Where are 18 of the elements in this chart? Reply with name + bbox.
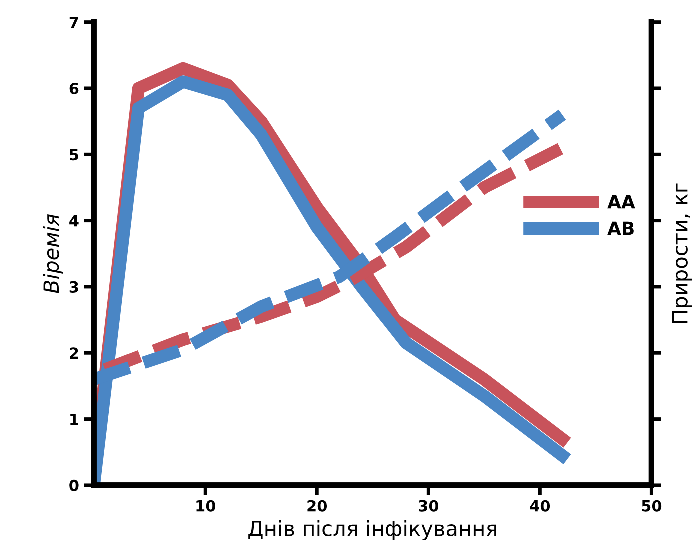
y-axis-title: Віремія xyxy=(43,214,64,294)
legend-label: AB xyxy=(608,222,634,236)
y-tick-label: 1 xyxy=(70,414,78,426)
y-tick-label: 5 xyxy=(70,149,78,161)
y-tick-label: 6 xyxy=(70,82,79,95)
y-tick-label: 2 xyxy=(70,348,78,359)
x-tick-label: 20 xyxy=(308,500,328,512)
y2-axis-title: Прирости, кг xyxy=(672,184,692,323)
x-tick-label: 40 xyxy=(530,500,550,512)
y-tick-label: 7 xyxy=(70,16,78,28)
y-tick-label: 3 xyxy=(70,281,78,293)
x-tick-label: 30 xyxy=(419,500,439,512)
x-tick-label: 50 xyxy=(642,500,662,512)
x-axis-title: Днів після інфікування xyxy=(248,520,496,541)
x-tick-label: 10 xyxy=(196,500,216,512)
y-tick-label: 4 xyxy=(70,215,79,227)
y-tick-label: 0 xyxy=(70,480,79,492)
legend-label: AA xyxy=(608,195,636,209)
